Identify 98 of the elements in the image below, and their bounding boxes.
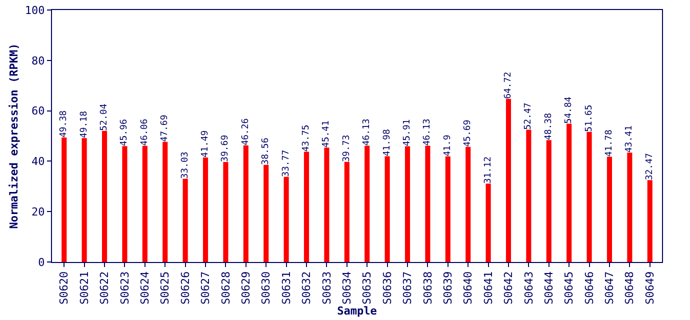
- data-label: 52.04: [100, 104, 110, 131]
- x-tick-label: S0646: [582, 271, 596, 305]
- x-tick-label: S0635: [360, 271, 374, 305]
- x-tick-label: S0637: [401, 271, 414, 305]
- data-label: 64.72: [503, 72, 514, 99]
- x-tick-label: S0631: [280, 271, 293, 305]
- bar: [162, 142, 168, 262]
- x-axis-title: Sample: [337, 304, 378, 318]
- bar: [344, 162, 350, 262]
- data-label: 39.73: [342, 134, 352, 162]
- x-tick-label: S0623: [118, 271, 132, 305]
- data-label: 46.06: [140, 118, 150, 146]
- data-label: 47.69: [160, 114, 170, 142]
- data-label: 43.75: [302, 124, 312, 152]
- data-label: 38.56: [261, 138, 272, 165]
- y-tick-label: 100: [24, 4, 45, 17]
- bar: [526, 130, 532, 262]
- y-tick-label: 80: [32, 54, 45, 68]
- y-tick-label: 60: [32, 104, 45, 118]
- x-tick-label: S0647: [603, 271, 616, 305]
- x-tick-label: S0626: [178, 271, 192, 305]
- data-label: 41.49: [200, 130, 211, 158]
- data-label: 45.69: [463, 120, 474, 147]
- x-tick-label: S0644: [542, 271, 556, 305]
- data-label: 43.41: [624, 126, 635, 153]
- data-label: 46.13: [422, 118, 433, 146]
- bar: [384, 156, 390, 262]
- data-label: 52.47: [524, 102, 534, 130]
- data-label: 33.77: [281, 150, 292, 177]
- x-tick-label: S0622: [98, 271, 112, 305]
- bar: [445, 156, 450, 262]
- x-tick-label: S0648: [623, 271, 636, 305]
- bar: [324, 148, 330, 262]
- bar: [506, 98, 512, 262]
- data-label: 31.12: [483, 156, 494, 184]
- bar: [627, 152, 632, 262]
- bar: [223, 162, 228, 262]
- x-tick-label: S0638: [421, 271, 434, 305]
- data-label: 48.38: [544, 112, 554, 140]
- x-tick-label: S0639: [441, 271, 454, 305]
- data-label: 41.78: [604, 130, 614, 157]
- y-axis-title: Normalized expression (RPKM): [8, 43, 21, 229]
- x-tick-label: S0632: [300, 271, 314, 305]
- bar: [284, 176, 289, 262]
- data-label: 41.98: [382, 129, 392, 156]
- x-tick-label: S0643: [522, 271, 536, 305]
- bar: [486, 184, 491, 262]
- data-label: 54.84: [564, 96, 574, 124]
- bar: [364, 146, 370, 262]
- x-tick-label: S0630: [260, 271, 273, 305]
- bar: [142, 146, 148, 262]
- bar: [62, 138, 67, 262]
- x-tick-label: S0642: [502, 271, 516, 305]
- bar: [586, 132, 592, 262]
- x-tick-label: S0620: [58, 271, 71, 305]
- data-label: 46.26: [240, 118, 251, 146]
- bar: [425, 146, 430, 262]
- x-tick-label: S0636: [380, 271, 394, 305]
- x-tick-label: S0625: [158, 271, 172, 305]
- bar: [202, 157, 208, 262]
- x-tick-label: S0640: [462, 271, 475, 305]
- bar: [466, 146, 471, 262]
- y-tick-label: 20: [32, 205, 45, 218]
- data-label: 49.18: [79, 110, 90, 138]
- bar: [182, 178, 188, 262]
- bar: [122, 146, 128, 262]
- data-label: 32.47: [644, 153, 655, 180]
- x-tick-label: S0649: [643, 271, 656, 305]
- x-tick-label: S0633: [320, 271, 334, 305]
- bar: [102, 130, 108, 262]
- bar: [304, 152, 310, 262]
- data-label: 45.41: [322, 120, 332, 148]
- data-label: 51.65: [584, 104, 594, 132]
- y-tick-label: 0: [38, 256, 45, 269]
- bar: [264, 164, 269, 262]
- data-label: 45.96: [120, 119, 130, 146]
- bar: [546, 140, 552, 262]
- x-tick-label: S0645: [562, 271, 576, 305]
- x-tick-label: S0641: [482, 271, 495, 305]
- bar: [647, 180, 652, 262]
- data-label: 45.91: [402, 119, 412, 146]
- data-label: 49.38: [59, 110, 70, 138]
- x-tick-label: S0621: [78, 271, 91, 305]
- bar: [606, 156, 612, 262]
- x-tick-label: S0629: [239, 271, 252, 305]
- y-tick-label: 40: [32, 155, 45, 168]
- bar: [566, 124, 572, 262]
- x-tick-label: S0624: [138, 271, 152, 305]
- bar: [82, 138, 87, 262]
- x-tick-label: S0628: [219, 271, 232, 305]
- x-tick-label: S0627: [199, 271, 212, 305]
- data-label: 39.69: [220, 134, 231, 162]
- bar: [243, 145, 248, 262]
- data-label: 33.03: [180, 152, 190, 179]
- x-tick-label: S0634: [340, 271, 354, 305]
- data-label: 41.9: [442, 134, 453, 156]
- data-label: 46.13: [362, 118, 372, 146]
- bar: [404, 146, 410, 262]
